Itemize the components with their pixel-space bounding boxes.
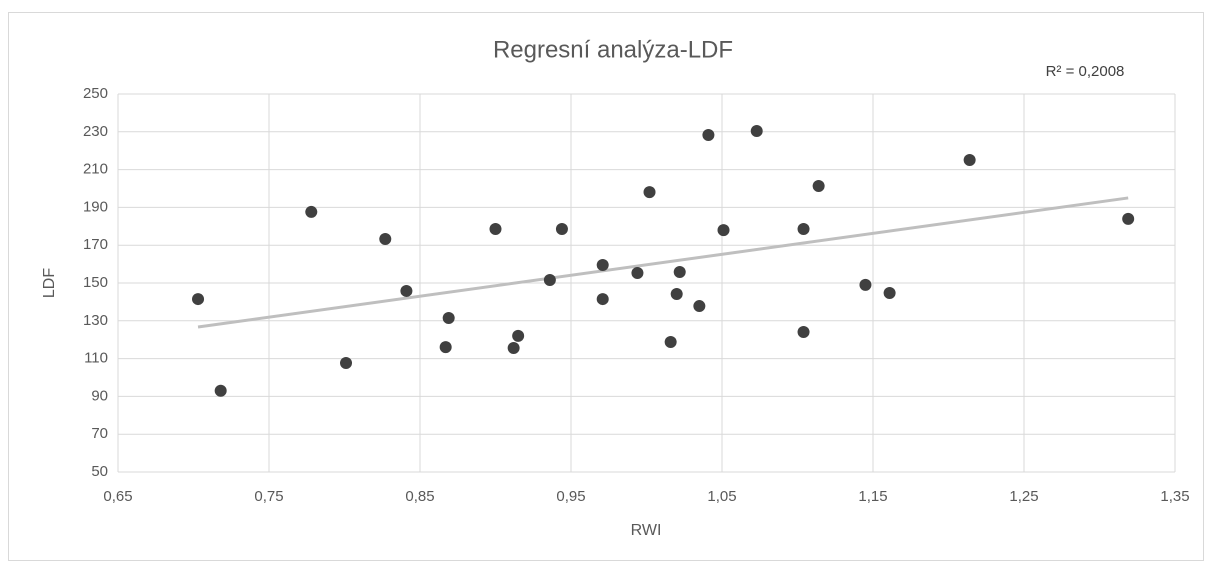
- chart-frame: [8, 12, 1204, 561]
- point: [192, 293, 205, 306]
- y-tick-label: 150: [83, 274, 108, 291]
- point: [596, 259, 609, 272]
- point: [670, 287, 683, 300]
- y-tick-label: 230: [83, 123, 108, 140]
- point: [883, 287, 896, 300]
- point: [797, 222, 810, 235]
- x-tick-label: 1,25: [1009, 488, 1038, 505]
- point: [512, 329, 525, 342]
- y-tick-label: 170: [83, 236, 108, 253]
- x-tick-label: 1,05: [707, 488, 736, 505]
- y-tick-label: 90: [91, 387, 108, 404]
- point: [214, 384, 227, 397]
- point: [643, 186, 656, 199]
- x-tick-label: 0,75: [254, 488, 283, 505]
- point: [596, 293, 609, 306]
- y-tick-label: 210: [83, 161, 108, 178]
- y-tick-label: 250: [83, 85, 108, 102]
- point: [305, 205, 318, 218]
- point: [717, 224, 730, 237]
- point: [489, 222, 502, 235]
- y-tick-label: 190: [83, 198, 108, 215]
- point: [693, 300, 706, 313]
- point: [379, 232, 392, 245]
- point: [555, 222, 568, 235]
- x-tick-label: 1,15: [858, 488, 887, 505]
- point: [797, 325, 810, 338]
- point: [1122, 212, 1135, 225]
- point: [631, 266, 644, 279]
- point: [543, 273, 556, 286]
- point: [750, 125, 763, 138]
- point: [439, 341, 452, 354]
- y-tick-label: 130: [83, 312, 108, 329]
- trendline: [197, 196, 1129, 329]
- x-axis-title: RWI: [631, 522, 662, 539]
- point: [812, 180, 825, 193]
- point: [400, 284, 413, 297]
- x-tick-label: 0,95: [556, 488, 585, 505]
- y-tick-label: 70: [91, 425, 108, 442]
- x-tick-label: 0,85: [405, 488, 434, 505]
- y-axis-title: LDF: [41, 268, 58, 298]
- x-tick-label: 1,35: [1160, 488, 1189, 505]
- x-tick-label: 0,65: [103, 488, 132, 505]
- chart-title: Regresní analýza-LDF: [493, 36, 733, 63]
- point: [507, 342, 520, 355]
- y-tick-label: 50: [91, 463, 108, 480]
- y-tick-label: 110: [84, 350, 108, 367]
- point: [673, 266, 686, 279]
- point: [664, 335, 677, 348]
- point: [442, 311, 455, 324]
- r-squared: R² = 0,2008: [1046, 63, 1125, 80]
- point: [702, 129, 715, 142]
- point: [963, 153, 976, 166]
- point: [859, 278, 872, 291]
- point: [340, 356, 353, 369]
